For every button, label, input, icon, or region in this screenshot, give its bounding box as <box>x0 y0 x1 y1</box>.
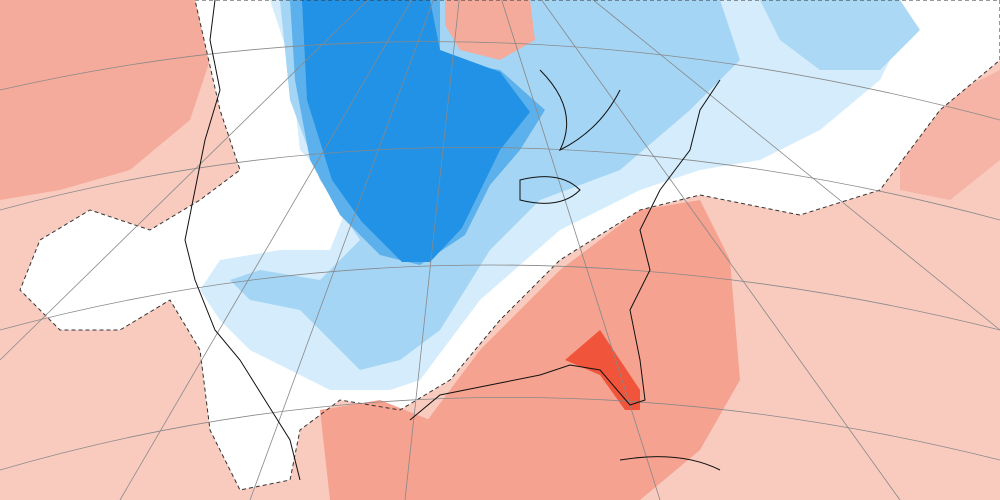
latitude-line <box>0 147 1000 221</box>
longitude-line <box>119 0 413 500</box>
cuba <box>619 456 721 471</box>
longitude-line <box>0 0 369 361</box>
latitude-line <box>0 264 1000 331</box>
cool-region-northeast <box>760 0 920 70</box>
coastlines <box>184 0 721 481</box>
cool-region-core <box>302 0 530 262</box>
longitude-line <box>541 0 901 500</box>
latitude-line <box>0 41 1000 121</box>
longitude-line <box>404 0 460 500</box>
longitude-line <box>249 0 434 500</box>
warm-region-east <box>900 70 1000 200</box>
hudson-bay <box>539 69 621 152</box>
coastline-atlantic <box>409 79 721 421</box>
warm-region-northwest <box>0 0 210 200</box>
warm-region-gulf-west <box>320 400 440 500</box>
warm-region-arctic <box>445 0 535 60</box>
great-lakes <box>519 176 581 204</box>
zero-contour <box>19 0 1000 491</box>
coastline-pacific <box>184 0 301 481</box>
longitude-line <box>592 0 1000 331</box>
warm-region-florida <box>565 330 640 410</box>
